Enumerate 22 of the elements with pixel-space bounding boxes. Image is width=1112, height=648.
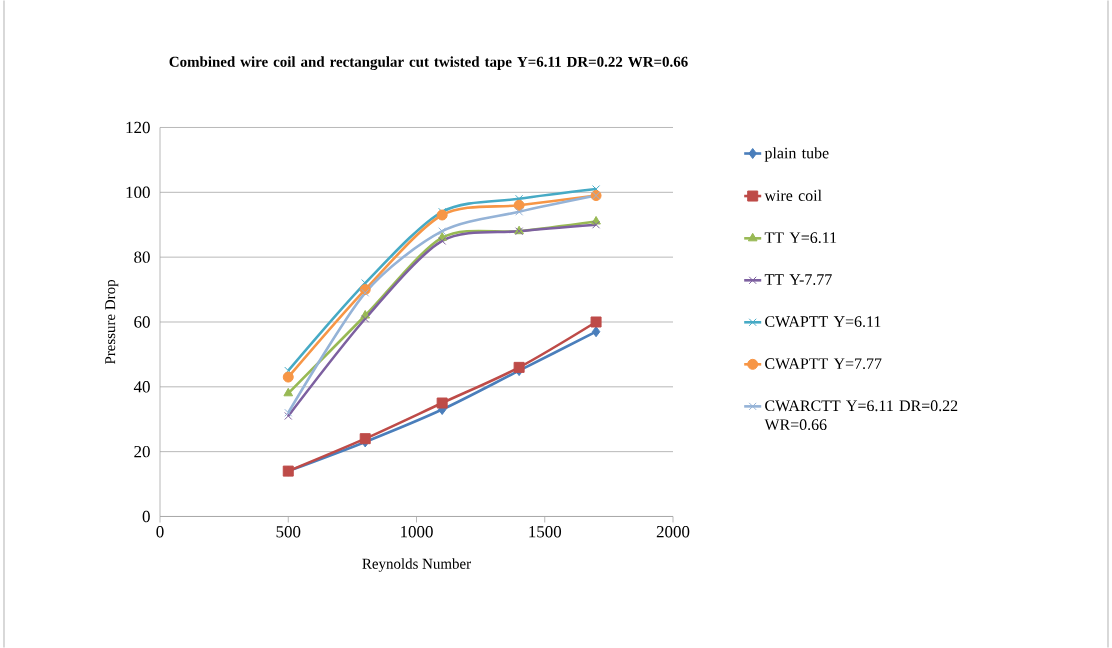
legend-label: plain tube <box>764 147 829 162</box>
x-tick-label: 1000 <box>401 526 433 538</box>
legend-label: CWAPTT Y=6.11 <box>765 316 881 328</box>
legend-label: CWARCTT Y=6.11 DR=0.22 WR=0.66 <box>764 400 958 431</box>
y-tick-label: 0 <box>142 510 150 523</box>
y-axis-title: Pressure Drop <box>105 280 119 365</box>
legend-label: CWAPTT Y=7.77 <box>765 358 882 370</box>
x-axis-title: Reynolds Number <box>362 558 471 572</box>
y-tick-label: 100 <box>126 186 150 199</box>
chart-title: Combined wire coil and rectangular cut twisted tape Y=6.11 DR=0.22 WR=0.66 <box>169 56 688 70</box>
y-tick-label: 40 <box>133 381 150 393</box>
x-tick-label: 1500 <box>529 526 562 538</box>
y-tick-label: 60 <box>134 316 150 328</box>
legend-label: wire coil <box>764 189 822 201</box>
x-tick-label: 0 <box>156 526 164 538</box>
legend-label: TT Y=6.11 <box>764 232 837 244</box>
x-tick-label: 2000 <box>656 526 690 538</box>
y-tick-label: 80 <box>134 251 150 263</box>
legend-label: TT Y-7.77 <box>764 274 832 285</box>
y-tick-label: 120 <box>126 121 150 134</box>
y-tick-label: 20 <box>134 445 150 458</box>
x-tick-label: 500 <box>276 526 301 538</box>
